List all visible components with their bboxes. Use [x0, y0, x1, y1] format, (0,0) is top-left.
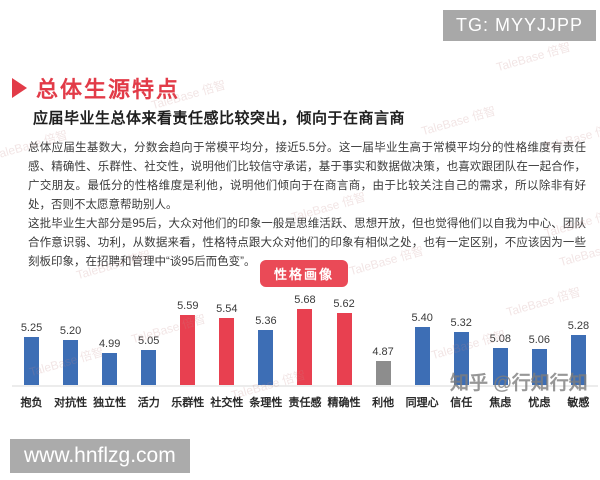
chart-category-labels: 抱负 对抗性 独立性 活力 乐群性 社交性 条理性 责任感 精确性 利他 同理心 信任 焦虑 忧虑 敏感 [12, 387, 598, 410]
bar-column: 5.08 [481, 333, 520, 385]
bar-value-label: 5.62 [333, 298, 355, 310]
bar [570, 335, 586, 385]
bar-category-label: 活力 [137, 397, 160, 409]
chart-bars-area: 5.25 5.20 4.99 5.05 5.59 5.54 5.36 5.68 5.62 4.87… [12, 289, 598, 387]
bar-category-label: 独立性 [93, 397, 127, 409]
bar-value-label: 5.68 [294, 294, 316, 306]
talebase-watermark: TaleBase 倍智 [494, 39, 573, 75]
bar-category-label: 条理性 [249, 397, 283, 409]
tg-contact-badge: TG: MYYJJPP [442, 10, 596, 41]
bar [336, 313, 352, 385]
bar-value-label: 5.20 [59, 325, 82, 337]
bar-category-label: 乐群性 [171, 397, 205, 409]
bar-column: 5.59 [168, 300, 207, 385]
bar-category-label: 抱负 [20, 397, 43, 409]
bar-value-label: 5.40 [411, 312, 433, 324]
bar-category-label: 信任 [450, 397, 473, 409]
bar-column: 5.68 [285, 294, 324, 385]
bar-category-label: 敏感 [567, 397, 590, 409]
triangle-bullet-icon [12, 78, 27, 98]
bar [102, 353, 118, 385]
bar-value-label: 4.87 [372, 346, 394, 358]
bar [492, 348, 508, 385]
bar-column: 4.99 [90, 338, 129, 385]
bar-value-label: 5.05 [138, 335, 160, 347]
talebase-watermark: TaleBase 倍智 [419, 103, 498, 139]
bar-category-label: 精确性 [327, 397, 361, 409]
bar [453, 332, 469, 385]
bar [531, 349, 547, 385]
bar-category-label: 对抗性 [54, 397, 88, 409]
bar [141, 350, 157, 385]
bar-value-label: 5.25 [20, 322, 43, 334]
bar [219, 318, 235, 385]
bar [258, 330, 274, 385]
paragraph-1: 总体应届生基数大，分数会趋向于常模平均分，接近5.5分。这一届毕业生高于常模平均… [28, 142, 586, 211]
bar-column: 5.54 [207, 303, 246, 385]
bar [24, 337, 40, 385]
bar-column: 5.40 [403, 312, 442, 385]
bar-value-label: 5.54 [216, 303, 238, 315]
bar [180, 315, 196, 385]
bar-column: 5.05 [129, 335, 168, 385]
bar-column: 5.32 [442, 317, 481, 385]
bar-column: 5.28 [559, 320, 598, 385]
bar-value-label: 5.59 [177, 300, 199, 312]
bar-column: 5.06 [520, 334, 559, 385]
website-watermark-badge: www.hnflzg.com [10, 439, 190, 473]
bar-column: 5.36 [246, 315, 285, 385]
bar-value-label: 5.32 [450, 317, 472, 329]
bar [375, 361, 391, 385]
bar-category-label: 社交性 [210, 397, 244, 409]
bar-value-label: 5.06 [528, 334, 551, 346]
bar-value-label: 4.99 [98, 338, 121, 350]
bar-value-label: 5.08 [489, 333, 511, 345]
section-subtitle: 应届毕业生总体来看责任感比较突出，倾向于在商言商 [33, 110, 406, 127]
bar-category-label: 忧虑 [528, 397, 551, 409]
zhihu-watermark: 知乎 @行知行知 [450, 373, 588, 394]
bar-category-label: 焦虑 [489, 397, 512, 409]
bar-column: 4.87 [364, 346, 403, 385]
personality-bar-chart: 5.25 5.20 4.99 5.05 5.59 5.54 5.36 5.68 5.62 4.87… [12, 289, 598, 410]
bar-value-label: 5.28 [567, 320, 590, 332]
bar [63, 340, 79, 385]
bar-category-label: 责任感 [288, 397, 322, 409]
chart-title-badge: 性格画像 [259, 260, 349, 287]
bar-value-label: 5.36 [255, 315, 277, 327]
bar-category-label: 利他 [372, 397, 395, 409]
bar [297, 309, 313, 385]
bar-column: 5.20 [51, 325, 90, 385]
bar [414, 327, 430, 385]
section-title: 总体生源特点 [36, 77, 181, 102]
bar-column: 5.62 [325, 298, 364, 385]
bar-column: 5.25 [12, 322, 51, 385]
paragraph-2: 这批毕业生大部分是95后，大众对他们的印象一般是思维活跃、思想开放，但也觉得他们… [28, 218, 586, 268]
bar-category-label: 同理心 [405, 397, 439, 409]
section-title-row: 总体生源特点 [12, 72, 180, 104]
body-text: 总体应届生基数大，分数会趋向于常模平均分，接近5.5分。这一届毕业生高于常模平均… [28, 139, 586, 272]
